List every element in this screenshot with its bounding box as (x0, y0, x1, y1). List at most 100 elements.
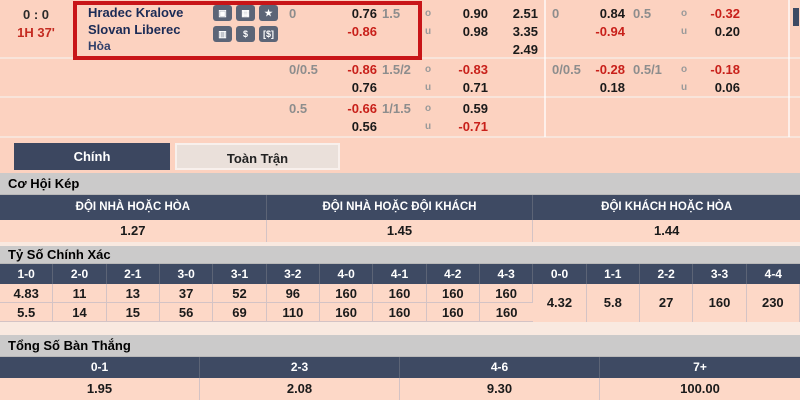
score-header: 2-0 (53, 264, 107, 284)
odds-cell[interactable]: 69 (213, 303, 267, 322)
odds-cell[interactable]: 160 (426, 284, 480, 303)
odds-cell[interactable]: 160 (319, 284, 374, 303)
over-label: o (680, 8, 688, 19)
odds-cell[interactable]: 2.08 (200, 378, 400, 400)
goals-line: 1.5/2 (382, 62, 411, 77)
odds-cell[interactable]: 160 (373, 303, 427, 322)
score-header: 3-1 (213, 264, 267, 284)
odds-cell[interactable]: 100.00 (680, 381, 720, 396)
odds-cell[interactable]: 1.95 (0, 378, 200, 400)
odds-cell[interactable]: 5.5 (0, 303, 54, 322)
odds-cell[interactable]: 160 (479, 284, 534, 303)
under-label: u (680, 26, 688, 37)
odds-cell[interactable]: 11 (53, 284, 107, 303)
handicap2-home-odds[interactable]: -0.28 (595, 62, 625, 77)
match-score: 0 : 0 (22, 7, 49, 22)
odds-cell[interactable]: 9.30 (400, 378, 600, 400)
odds-cell[interactable]: 230 (747, 284, 800, 322)
handicap-home-odds[interactable]: -0.86 (347, 62, 377, 77)
under-label: u (424, 82, 432, 93)
odds-cell[interactable]: 13 (106, 284, 160, 303)
handicap2-home-odds[interactable]: 0.84 (599, 6, 625, 21)
handicap-home-odds[interactable]: -0.66 (347, 101, 377, 116)
over-odds[interactable]: -0.83 (458, 62, 488, 77)
odds-cell[interactable]: 37 (159, 284, 214, 303)
under-odds[interactable]: 0.98 (462, 24, 488, 39)
over2-odds[interactable]: -0.32 (710, 6, 740, 21)
odds-cell[interactable]: 56 (159, 303, 214, 322)
handicap-away-odds[interactable]: 0.56 (351, 119, 377, 134)
over-odds[interactable]: 0.59 (462, 101, 488, 116)
goals2-line: 0.5 (633, 6, 652, 21)
under2-odds[interactable]: 0.20 (714, 24, 740, 39)
handicap2-away-odds[interactable]: -0.94 (595, 24, 625, 39)
tv-icon[interactable]: ▣ (213, 5, 232, 21)
column-header: ĐỘI KHÁCH HOẶC HÒA (601, 201, 733, 213)
handicap2-line: 0 (552, 6, 560, 21)
double-chance-header: ĐỘI NHÀ HOẶC HÒA ĐỘI NHÀ HOẶC ĐỘI KHÁCH … (0, 195, 800, 220)
over-label: o (424, 103, 432, 114)
range-header: 4-6 (400, 357, 600, 378)
under-label: u (424, 121, 432, 132)
score-header: 1-0 (0, 264, 54, 284)
odds-cell[interactable]: 14 (53, 303, 107, 322)
odds-cell[interactable]: 110 (266, 303, 320, 322)
x12-away-odds[interactable]: 2.49 (512, 42, 538, 57)
score-header: 4-3 (480, 264, 534, 284)
odds-cell[interactable]: 15 (106, 303, 160, 322)
cash-icon[interactable]: [$] (259, 26, 278, 42)
x12-home-odds[interactable]: 2.51 (512, 6, 538, 21)
odds-row-1-line-1: 0 0.76 1.5 o 0.90 2.51 0 0.84 0.5 o -0.3… (0, 6, 800, 22)
odds-cell[interactable]: 160 (319, 303, 374, 322)
goals-line: 1/1.5 (382, 101, 411, 116)
total-goals-title: Tổng Số Bàn Thắng (0, 335, 800, 357)
x12-draw-odds[interactable]: 3.35 (512, 24, 538, 39)
star-icon[interactable]: ★ (259, 5, 278, 21)
odds-cell[interactable]: 27 (640, 284, 694, 322)
match-action-icons: ▣ ▦ ★ ▥ $ [$] (213, 5, 281, 42)
goals2-line: 0.5/1 (633, 62, 662, 77)
column-divider (544, 0, 546, 137)
score-header: 2-2 (640, 264, 694, 284)
handicap-away-odds[interactable]: -0.86 (347, 24, 377, 39)
tab-toan-tran[interactable]: Toàn Trận (175, 143, 340, 170)
under2-odds[interactable]: 0.06 (714, 80, 740, 95)
odds-cell[interactable]: 4.83 (0, 284, 54, 303)
over-odds[interactable]: 0.90 (462, 6, 488, 21)
handicap-away-odds[interactable]: 0.76 (351, 80, 377, 95)
match-time: 1H 37' (17, 25, 55, 40)
scrollbar-thumb[interactable] (793, 8, 799, 26)
over2-odds[interactable]: -0.18 (710, 62, 740, 77)
dollar-icon[interactable]: $ (236, 26, 255, 42)
odds-cell[interactable]: 5.8 (587, 284, 640, 322)
stats-icon[interactable]: ▥ (213, 26, 232, 42)
double-chance-values: 1.27 1.45 1.44 (0, 220, 800, 242)
odds-cell[interactable]: 4.32 (533, 284, 587, 322)
odds-cell[interactable]: 52 (213, 284, 267, 303)
odds-cell[interactable]: 160 (426, 303, 480, 322)
under-odds[interactable]: -0.71 (458, 119, 488, 134)
odds-cell[interactable]: 96 (266, 284, 320, 303)
odds-row-2-line-1: 0/0.5 -0.86 1.5/2 o -0.83 0/0.5 -0.28 0.… (0, 62, 800, 78)
under-label: u (424, 26, 432, 37)
range-header: 0-1 (0, 357, 200, 378)
under-label: u (680, 82, 688, 93)
odds-cell[interactable]: 160 (693, 284, 747, 322)
odds-table-icon[interactable]: ▦ (236, 5, 255, 21)
handicap-home-odds[interactable]: 0.76 (351, 6, 377, 21)
odds-cell[interactable]: 1.44 (654, 223, 680, 238)
score-header: 4-4 (764, 267, 782, 281)
odds-cell[interactable]: 1.27 (0, 220, 267, 242)
handicap2-away-odds[interactable]: 0.18 (599, 80, 625, 95)
score-header: 4-1 (373, 264, 427, 284)
range-header: 7+ (693, 360, 707, 374)
handicap-line: 0.5 (289, 101, 308, 116)
odds-row-1-line-2: -0.86 u 0.98 3.35 -0.94 u 0.20 (0, 24, 800, 40)
score-block: 0 : 0 1H 37' (0, 0, 72, 40)
tab-chinh[interactable]: Chính (14, 143, 170, 170)
odds-cell[interactable]: 1.45 (267, 220, 534, 242)
row-divider (0, 136, 800, 138)
odds-cell[interactable]: 160 (479, 303, 534, 322)
under-odds[interactable]: 0.71 (462, 80, 488, 95)
odds-cell[interactable]: 160 (373, 284, 427, 303)
